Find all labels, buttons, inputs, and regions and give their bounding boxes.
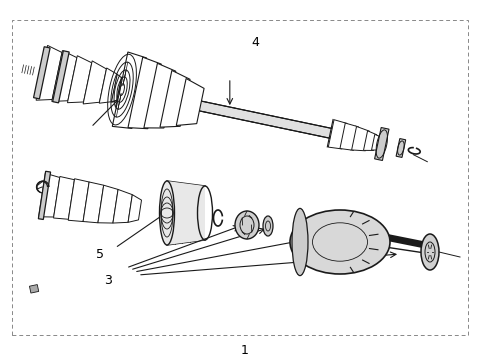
Polygon shape [38,171,50,220]
Text: 1: 1 [241,343,249,356]
Polygon shape [33,47,50,99]
Polygon shape [112,74,124,102]
Polygon shape [375,127,389,161]
Polygon shape [53,176,74,219]
Polygon shape [371,134,384,150]
Polygon shape [83,182,104,223]
Polygon shape [83,61,106,104]
Ellipse shape [421,234,439,270]
Polygon shape [99,68,117,103]
Polygon shape [29,284,39,293]
Ellipse shape [292,208,308,276]
Polygon shape [197,101,333,139]
Polygon shape [39,173,60,217]
Text: 4: 4 [251,36,259,49]
Polygon shape [364,131,377,150]
Ellipse shape [235,211,259,239]
Polygon shape [167,181,205,245]
Polygon shape [113,189,132,223]
Text: 2: 2 [84,211,92,225]
Ellipse shape [160,181,174,245]
Polygon shape [117,77,127,102]
Polygon shape [396,139,406,157]
Polygon shape [68,179,89,221]
Polygon shape [52,50,77,102]
Polygon shape [36,45,62,100]
Ellipse shape [263,216,273,236]
Polygon shape [176,78,204,126]
Polygon shape [340,123,359,150]
Polygon shape [68,56,92,103]
Polygon shape [144,63,176,128]
Polygon shape [328,120,347,149]
Polygon shape [352,126,369,151]
Polygon shape [128,195,142,222]
Text: 5: 5 [96,248,104,261]
Polygon shape [52,51,69,103]
Polygon shape [128,57,161,129]
Polygon shape [160,71,190,127]
Ellipse shape [290,210,390,274]
Polygon shape [112,52,147,129]
Text: 3: 3 [104,274,112,287]
Polygon shape [98,185,118,223]
